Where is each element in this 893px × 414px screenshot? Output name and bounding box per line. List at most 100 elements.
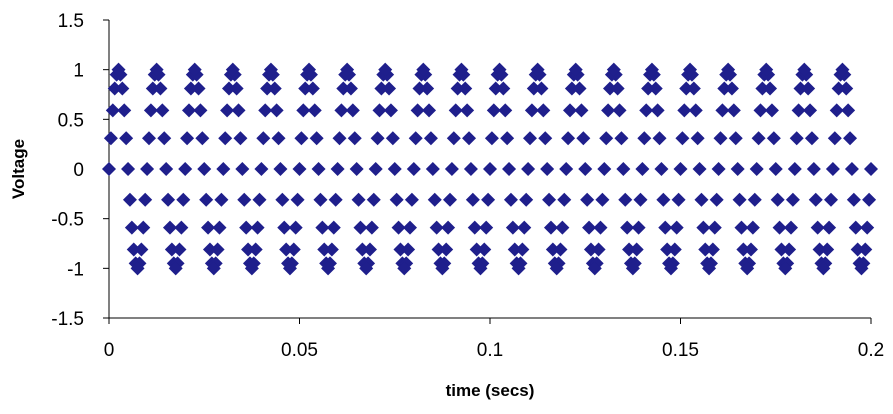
data-point [241, 242, 256, 257]
data-point [406, 162, 421, 176]
data-point [812, 242, 827, 257]
data-point [473, 261, 488, 276]
x-tick-label: 0.1 [477, 340, 503, 361]
data-point [393, 242, 408, 257]
data-point [202, 242, 217, 257]
data-point [601, 103, 616, 118]
data-point [517, 220, 532, 235]
data-point [201, 220, 216, 235]
data-point [671, 192, 686, 207]
data-point [698, 242, 713, 257]
data-point [383, 103, 398, 118]
data-point [635, 162, 650, 176]
data-point [326, 220, 341, 235]
data-point [679, 81, 694, 96]
data-point [823, 192, 838, 207]
data-point [690, 131, 705, 146]
data-point [366, 192, 381, 207]
data-point [654, 162, 669, 176]
data-point [256, 131, 271, 146]
data-point [505, 220, 520, 235]
data-point [313, 192, 328, 207]
data-point [174, 220, 189, 235]
data-point [545, 242, 560, 257]
data-point [797, 62, 812, 77]
data-point [759, 62, 774, 77]
data-point [862, 192, 877, 207]
y-tick-label: -0.5 [51, 210, 84, 231]
data-point [378, 62, 393, 77]
data-point [783, 220, 798, 235]
data-point [688, 103, 703, 118]
data-point [233, 131, 248, 146]
data-point [442, 192, 457, 207]
y-tick-label: -1 [67, 259, 84, 280]
data-point [629, 242, 644, 257]
data-point [178, 162, 193, 176]
data-point [206, 261, 221, 276]
data-point [431, 242, 446, 257]
data-point [427, 192, 442, 207]
y-tick-label: 0 [73, 160, 84, 181]
data-point [656, 192, 671, 207]
data-point [298, 81, 313, 96]
data-point [854, 261, 869, 276]
data-point [841, 103, 856, 118]
data-point [791, 103, 806, 118]
data-point [122, 192, 137, 207]
data-point [620, 220, 635, 235]
data-point [631, 220, 646, 235]
data-point [583, 242, 598, 257]
data-point [296, 103, 311, 118]
data-point [425, 162, 440, 176]
data-point [410, 103, 425, 118]
data-point [648, 81, 663, 96]
data-point [827, 131, 842, 146]
data-point [161, 192, 176, 207]
data-point [747, 192, 762, 207]
data-point [677, 103, 692, 118]
data-point [477, 242, 492, 257]
data-point [292, 162, 307, 176]
data-point [370, 131, 385, 146]
data-point [496, 81, 511, 96]
data-point [368, 162, 383, 176]
data-point [408, 131, 423, 146]
data-point [740, 261, 755, 276]
data-point [673, 162, 688, 176]
data-point [702, 261, 717, 276]
data-point [307, 103, 322, 118]
data-point [721, 62, 736, 77]
data-point [162, 220, 177, 235]
data-point [515, 242, 530, 257]
data-point [591, 242, 606, 257]
data-point [557, 192, 572, 207]
data-point [155, 103, 170, 118]
data-point [846, 192, 861, 207]
data-point [412, 81, 427, 96]
data-point [183, 81, 198, 96]
data-point [534, 81, 549, 96]
data-point [732, 192, 747, 207]
data-point [559, 162, 574, 176]
data-point [810, 220, 825, 235]
data-point [808, 192, 823, 207]
data-point [267, 81, 282, 96]
data-point [804, 131, 819, 146]
data-point [637, 131, 652, 146]
data-point [168, 261, 183, 276]
data-point [374, 81, 389, 96]
data-point [839, 81, 854, 96]
data-point [507, 242, 522, 257]
data-point [618, 192, 633, 207]
data-point [250, 220, 265, 235]
data-point [159, 162, 174, 176]
data-point [774, 242, 789, 257]
data-point [210, 242, 225, 257]
x-ticks: 0 0.05 0.1 0.15 0.2 [104, 318, 884, 361]
x-axis-title: time (secs) [446, 381, 535, 400]
data-point [353, 220, 368, 235]
data-point [364, 220, 379, 235]
data-point [652, 131, 667, 146]
